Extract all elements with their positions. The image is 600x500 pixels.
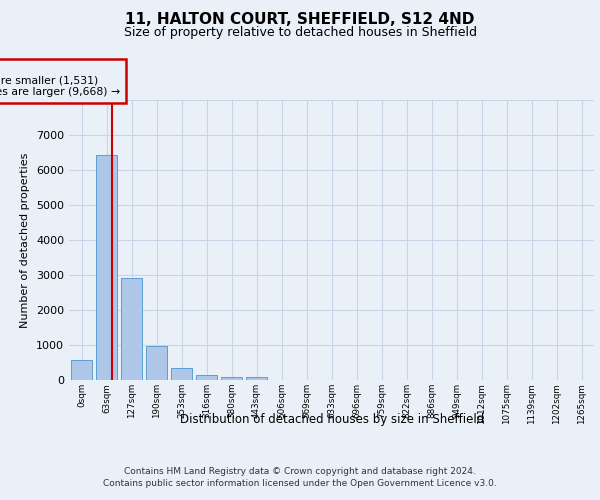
Bar — [196, 374, 217, 380]
Bar — [171, 368, 192, 380]
Text: 11 HALTON COURT: 76sqm
← 14% of detached houses are smaller (1,531)
86% of semi-: 11 HALTON COURT: 76sqm ← 14% of detached… — [0, 64, 121, 97]
Bar — [146, 346, 167, 380]
Text: Contains public sector information licensed under the Open Government Licence v3: Contains public sector information licen… — [103, 479, 497, 488]
Text: Contains HM Land Registry data © Crown copyright and database right 2024.: Contains HM Land Registry data © Crown c… — [124, 468, 476, 476]
Y-axis label: Number of detached properties: Number of detached properties — [20, 152, 31, 328]
Bar — [71, 360, 92, 380]
Text: Size of property relative to detached houses in Sheffield: Size of property relative to detached ho… — [124, 26, 476, 39]
Bar — [221, 376, 242, 380]
Bar — [121, 278, 142, 380]
Text: 11, HALTON COURT, SHEFFIELD, S12 4ND: 11, HALTON COURT, SHEFFIELD, S12 4ND — [125, 12, 475, 28]
Bar — [96, 155, 117, 380]
Bar — [246, 378, 267, 380]
Text: Distribution of detached houses by size in Sheffield: Distribution of detached houses by size … — [179, 412, 484, 426]
